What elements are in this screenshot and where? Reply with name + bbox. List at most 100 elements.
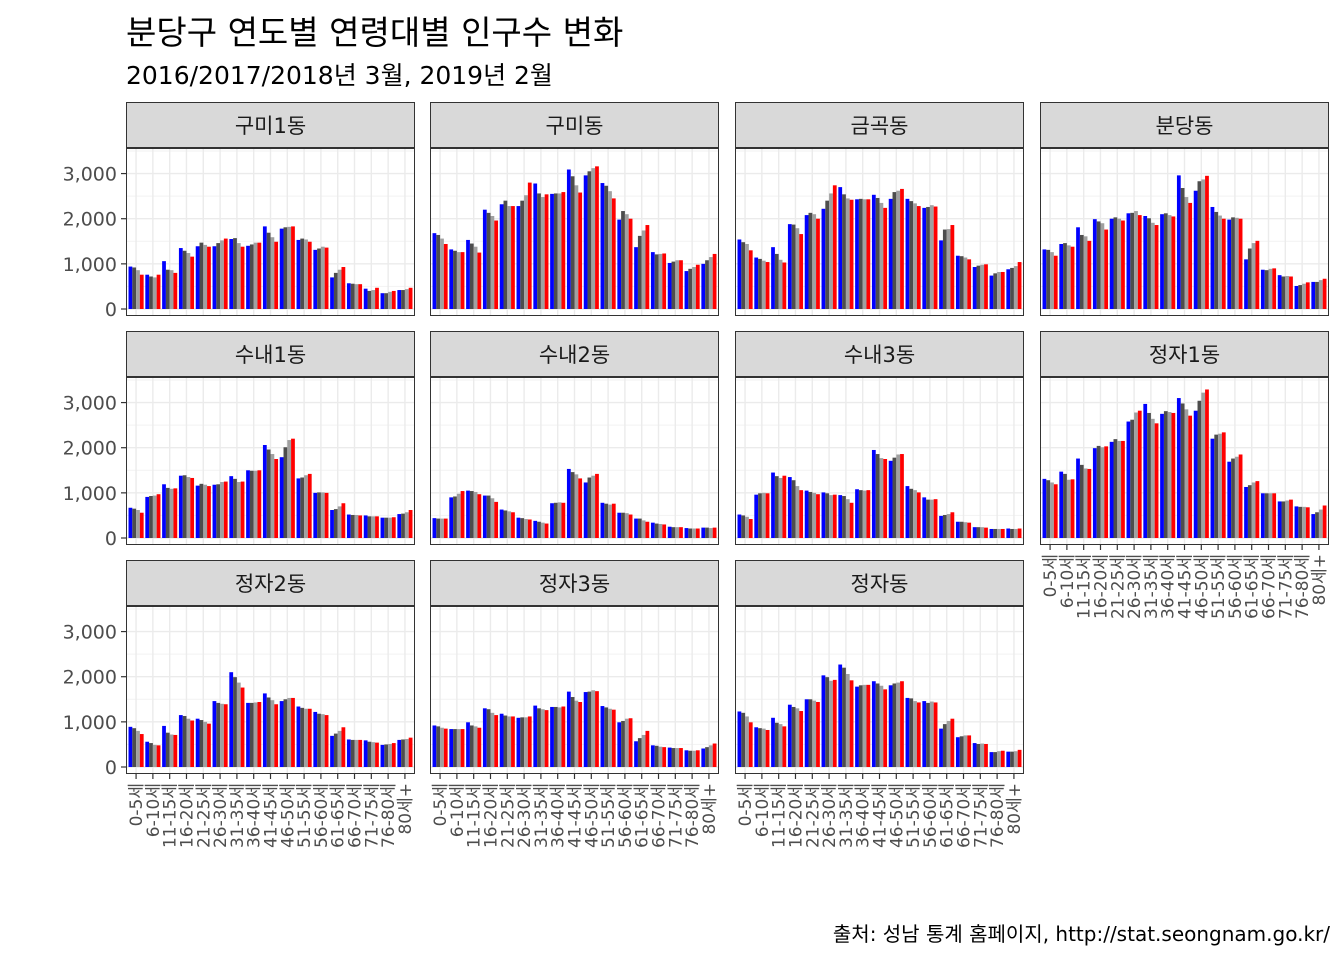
bar bbox=[156, 494, 161, 538]
bar bbox=[553, 706, 558, 767]
bar bbox=[604, 503, 609, 538]
bar bbox=[557, 193, 562, 309]
bar bbox=[608, 708, 612, 767]
bar bbox=[1238, 454, 1243, 538]
bar bbox=[233, 478, 237, 538]
x-tick-label: 16-20세 bbox=[1091, 554, 1111, 619]
facet-strip bbox=[735, 331, 1024, 377]
bar bbox=[283, 447, 288, 538]
bar bbox=[1298, 506, 1303, 538]
bar bbox=[300, 477, 305, 538]
x-tick-label: 61-65세 bbox=[938, 783, 958, 848]
bar bbox=[283, 227, 288, 309]
bar bbox=[296, 706, 301, 767]
bar bbox=[1092, 448, 1097, 538]
bar bbox=[486, 495, 491, 538]
bar bbox=[578, 701, 583, 767]
bar bbox=[246, 245, 250, 309]
bar bbox=[346, 514, 351, 538]
bar bbox=[324, 247, 329, 309]
bar bbox=[375, 516, 379, 538]
bar bbox=[761, 728, 766, 767]
bar bbox=[1046, 249, 1051, 309]
bar bbox=[333, 733, 338, 767]
bar bbox=[705, 260, 709, 309]
bar bbox=[812, 492, 817, 538]
bar bbox=[401, 739, 405, 767]
bar bbox=[705, 747, 709, 767]
y-tick-label: 0 bbox=[105, 757, 117, 779]
bar bbox=[1322, 505, 1327, 538]
bar bbox=[220, 240, 224, 309]
bar bbox=[1201, 392, 1206, 538]
bar bbox=[939, 515, 943, 538]
bar bbox=[490, 498, 495, 538]
bar bbox=[905, 486, 910, 538]
y-tick-label: 2,000 bbox=[63, 438, 117, 460]
bar bbox=[199, 242, 204, 309]
bar bbox=[1126, 213, 1131, 309]
bar bbox=[997, 271, 1001, 309]
bar bbox=[608, 191, 612, 309]
x-tick-label: 6-10세 bbox=[144, 783, 164, 837]
bar bbox=[333, 509, 338, 538]
bar bbox=[195, 718, 200, 767]
bar bbox=[858, 685, 863, 767]
bar bbox=[466, 239, 470, 309]
bar bbox=[963, 735, 968, 767]
bar bbox=[324, 492, 329, 538]
bar bbox=[1121, 220, 1125, 309]
bar bbox=[566, 468, 571, 538]
bar bbox=[787, 477, 792, 538]
bar bbox=[1154, 225, 1159, 309]
bar bbox=[296, 239, 301, 309]
bar bbox=[1264, 270, 1269, 309]
bar bbox=[317, 248, 321, 309]
bar bbox=[667, 526, 672, 538]
bar bbox=[712, 527, 717, 538]
facet-strip bbox=[430, 331, 719, 377]
bar bbox=[132, 267, 137, 309]
bar bbox=[1281, 501, 1286, 538]
bar bbox=[849, 199, 854, 309]
bar bbox=[397, 514, 402, 538]
x-tick-label: 11-15세 bbox=[161, 783, 181, 848]
bar bbox=[1059, 243, 1064, 309]
bar bbox=[892, 457, 897, 538]
bar bbox=[1197, 400, 1202, 538]
bar bbox=[855, 686, 859, 767]
bar bbox=[1063, 473, 1067, 538]
bar bbox=[617, 722, 622, 767]
bar bbox=[503, 200, 508, 309]
bar bbox=[1176, 175, 1181, 309]
bar bbox=[705, 527, 709, 538]
bar bbox=[909, 488, 914, 538]
bar bbox=[152, 744, 157, 767]
bar bbox=[825, 677, 830, 767]
bar bbox=[1096, 221, 1101, 309]
bar bbox=[220, 703, 224, 767]
bar bbox=[380, 744, 385, 767]
bar bbox=[976, 265, 981, 309]
bar bbox=[1210, 206, 1215, 309]
y-tick-label: 0 bbox=[105, 299, 117, 321]
bar bbox=[404, 289, 409, 309]
bar bbox=[240, 246, 245, 309]
bar bbox=[913, 701, 917, 767]
bar bbox=[695, 264, 700, 309]
bar bbox=[692, 750, 696, 767]
bar bbox=[916, 702, 921, 767]
panel-border bbox=[126, 148, 415, 316]
bar bbox=[926, 702, 930, 767]
bar bbox=[1285, 276, 1290, 309]
bar bbox=[774, 722, 779, 767]
bar bbox=[380, 293, 385, 309]
x-tick-label: 46-50세 bbox=[1192, 554, 1212, 619]
bar bbox=[469, 491, 474, 538]
x-tick-label: 31-35세 bbox=[532, 783, 552, 848]
bar bbox=[745, 716, 749, 767]
bar bbox=[989, 528, 994, 538]
bar bbox=[984, 527, 988, 538]
bar bbox=[182, 475, 187, 538]
bar bbox=[436, 726, 441, 767]
